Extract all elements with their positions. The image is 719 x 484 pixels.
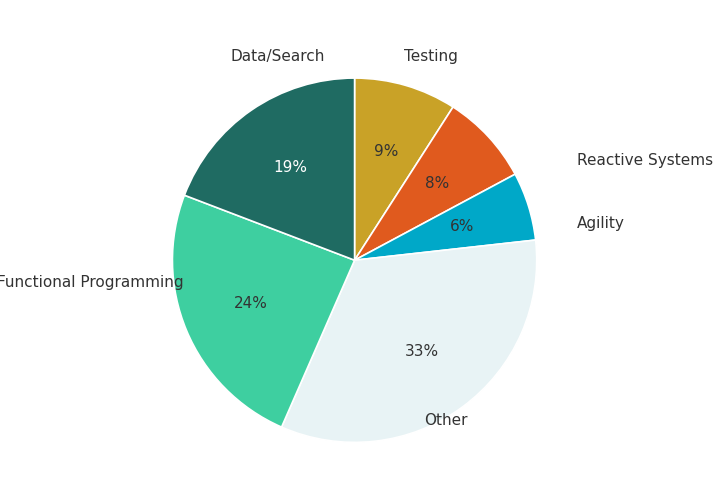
Text: Agility: Agility: [577, 216, 625, 231]
Wedge shape: [173, 195, 354, 427]
Text: Data/Search: Data/Search: [231, 49, 325, 64]
Text: 6%: 6%: [450, 219, 475, 234]
Wedge shape: [354, 174, 536, 260]
Wedge shape: [184, 78, 354, 260]
Text: Functional Programming: Functional Programming: [0, 274, 184, 289]
Wedge shape: [354, 78, 453, 260]
Text: Other: Other: [424, 413, 467, 428]
Text: 33%: 33%: [405, 344, 439, 359]
Text: 9%: 9%: [374, 144, 398, 159]
Text: Reactive Systems: Reactive Systems: [577, 152, 713, 167]
Text: Testing: Testing: [404, 49, 458, 64]
Wedge shape: [282, 240, 536, 442]
Text: 24%: 24%: [234, 296, 267, 311]
Text: 19%: 19%: [273, 160, 308, 175]
Text: 8%: 8%: [426, 176, 449, 191]
Wedge shape: [354, 107, 515, 260]
